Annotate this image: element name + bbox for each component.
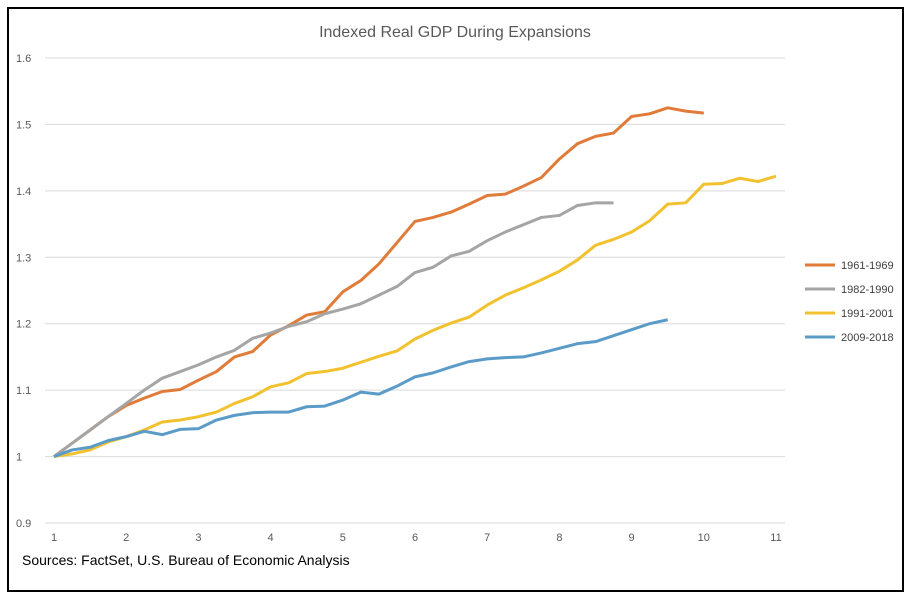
chart-frame xyxy=(7,7,904,592)
series-line-1961-1969 xyxy=(53,106,704,458)
y-tick-label: 1.5 xyxy=(16,119,31,131)
y-tick-label: 0.9 xyxy=(16,518,31,530)
y-tick-label: 1.1 xyxy=(16,385,31,397)
source-note: Sources: FactSet, U.S. Bureau of Economi… xyxy=(22,552,350,568)
legend-label: 1991-2001 xyxy=(841,308,894,320)
x-tick-label: 3 xyxy=(195,532,201,544)
x-tick-label: 4 xyxy=(268,532,274,544)
x-tick-label: 9 xyxy=(629,532,635,544)
legend-label: 1961-1969 xyxy=(841,260,894,272)
chart-title: Indexed Real GDP During Expansions xyxy=(319,24,591,41)
y-tick-label: 1.3 xyxy=(16,252,31,264)
x-tick-label: 7 xyxy=(484,532,490,544)
x-tick-label: 1 xyxy=(51,532,57,544)
y-tick-label: 1.2 xyxy=(16,319,31,331)
legend-label: 2009-2018 xyxy=(841,332,894,344)
y-tick-label: 1.4 xyxy=(16,186,31,198)
x-tick-label: 6 xyxy=(412,532,418,544)
x-tick-label: 11 xyxy=(770,532,781,544)
series-line-1982-1990 xyxy=(53,201,614,458)
x-tick-label: 2 xyxy=(123,532,129,544)
x-tick-label: 10 xyxy=(698,532,710,544)
y-tick-label: 1.6 xyxy=(16,53,31,65)
legend-label: 1982-1990 xyxy=(841,284,894,296)
y-tick-label: 1 xyxy=(16,452,22,464)
series-line-2009-2018 xyxy=(53,318,669,458)
x-tick-label: 8 xyxy=(556,532,562,544)
series-line-1991-2001 xyxy=(53,174,777,459)
x-tick-label: 5 xyxy=(340,532,346,544)
